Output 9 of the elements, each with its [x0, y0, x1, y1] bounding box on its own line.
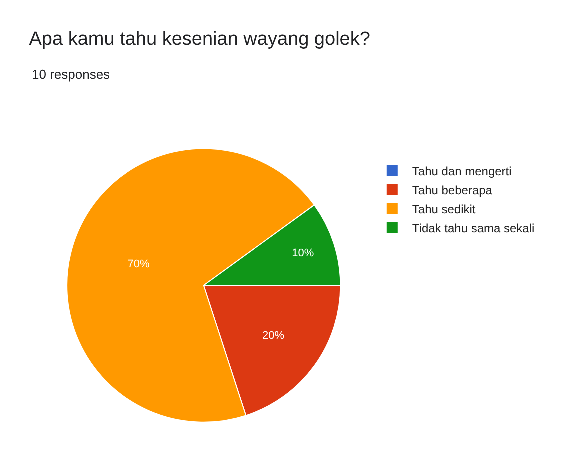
chart-title: Apa kamu tahu kesenian wayang golek? — [29, 28, 370, 50]
legend-label: Tahu sedikit — [412, 202, 476, 217]
data-label: 70% — [128, 258, 150, 270]
data-label: 10% — [292, 247, 314, 260]
chart-subtitle: 10 responses — [32, 67, 111, 82]
legend-label: Tahu beberapa — [412, 184, 493, 198]
legend-label: Tahu dan mengerti — [412, 164, 512, 179]
data-label: 20% — [262, 330, 285, 342]
legend-label: Tidak tahu sama sekali — [412, 222, 535, 236]
